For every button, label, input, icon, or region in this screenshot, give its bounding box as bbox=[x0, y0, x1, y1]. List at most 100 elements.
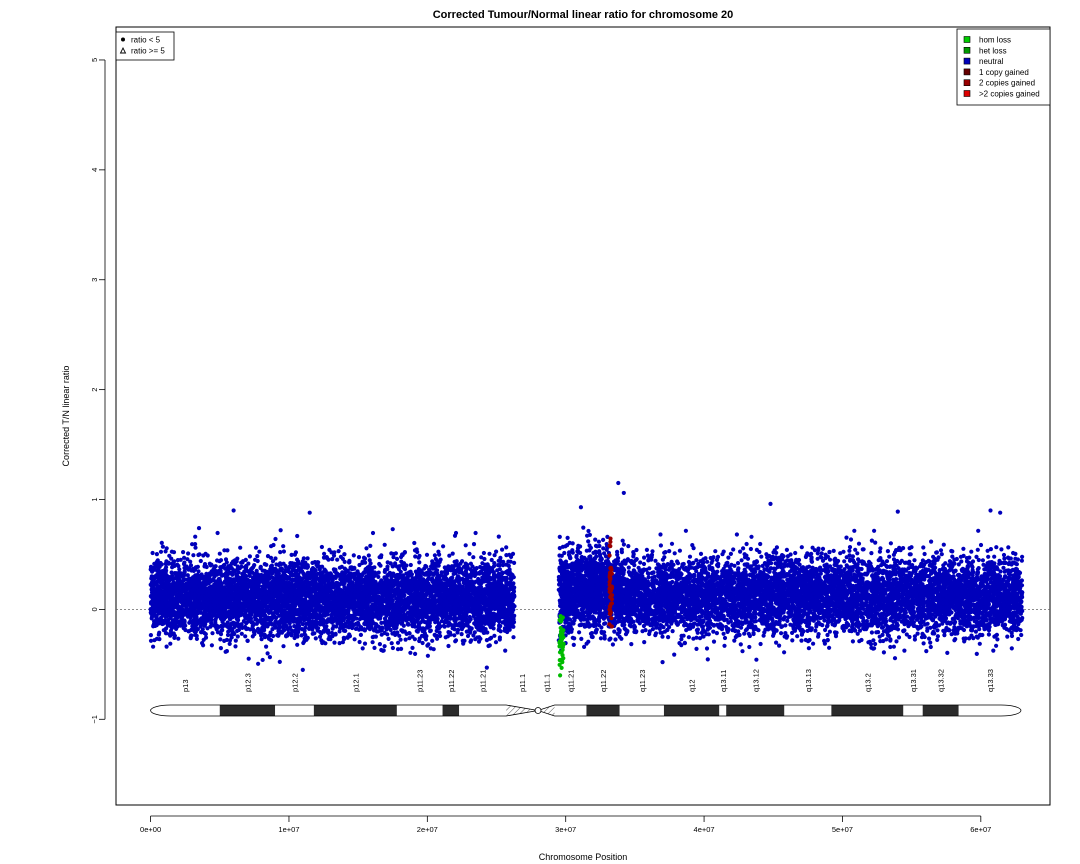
data-point bbox=[319, 544, 324, 550]
data-point bbox=[349, 565, 354, 570]
data-point bbox=[377, 642, 382, 647]
data-point bbox=[498, 555, 503, 561]
data-point bbox=[471, 542, 477, 547]
data-point bbox=[279, 566, 284, 571]
data-point bbox=[313, 636, 318, 641]
data-point bbox=[496, 627, 501, 632]
data-point bbox=[395, 640, 401, 645]
data-point bbox=[408, 562, 413, 568]
data-point bbox=[335, 557, 340, 562]
data-point bbox=[316, 560, 321, 565]
data-point bbox=[382, 569, 387, 575]
data-point bbox=[215, 530, 220, 536]
data-point bbox=[267, 633, 273, 638]
data-point bbox=[186, 551, 191, 556]
data-point bbox=[511, 560, 517, 566]
data-point bbox=[454, 559, 459, 564]
data-point bbox=[247, 554, 252, 559]
data-point bbox=[423, 563, 428, 569]
data-point bbox=[368, 543, 373, 549]
data-point bbox=[269, 621, 274, 627]
data-point bbox=[383, 619, 388, 624]
data-point bbox=[248, 627, 253, 632]
data-point bbox=[435, 568, 440, 573]
data-point bbox=[479, 555, 484, 560]
data-point bbox=[223, 557, 229, 562]
data-point bbox=[301, 556, 306, 561]
data-point bbox=[299, 633, 304, 638]
data-point bbox=[289, 552, 294, 558]
data-point bbox=[303, 633, 308, 638]
data-point bbox=[431, 541, 437, 546]
data-point bbox=[243, 634, 248, 639]
data-point bbox=[468, 639, 473, 644]
data-point bbox=[428, 628, 433, 633]
data-point bbox=[254, 568, 259, 574]
data-point bbox=[185, 573, 190, 578]
data-point bbox=[364, 546, 369, 551]
data-point bbox=[295, 631, 300, 636]
data-point bbox=[351, 553, 356, 558]
data-point bbox=[420, 640, 425, 646]
data-point bbox=[259, 637, 264, 642]
data-point bbox=[328, 571, 333, 576]
data-point bbox=[467, 551, 472, 556]
data-point bbox=[193, 534, 198, 539]
data-point bbox=[175, 558, 180, 563]
data-point bbox=[312, 631, 317, 636]
data-point bbox=[218, 637, 223, 642]
data-point bbox=[401, 562, 406, 567]
data-point bbox=[481, 550, 486, 556]
data-point bbox=[413, 554, 418, 559]
data-point bbox=[156, 562, 161, 567]
data-point bbox=[455, 630, 460, 635]
data-point bbox=[267, 655, 272, 660]
data-point bbox=[432, 553, 437, 558]
data-point bbox=[273, 556, 278, 561]
data-point bbox=[250, 634, 255, 639]
data-point bbox=[322, 551, 327, 556]
data-point bbox=[160, 544, 165, 549]
data-point bbox=[506, 563, 511, 569]
data-point bbox=[342, 552, 347, 557]
data-point bbox=[196, 609, 201, 614]
data-point bbox=[378, 563, 383, 568]
data-point bbox=[459, 632, 464, 637]
data-point bbox=[154, 552, 159, 557]
data-point bbox=[362, 641, 368, 646]
data-point bbox=[342, 608, 348, 613]
data-point bbox=[244, 564, 249, 570]
data-point bbox=[390, 645, 395, 651]
data-point bbox=[489, 568, 494, 573]
data-point bbox=[443, 635, 448, 640]
data-point bbox=[271, 542, 276, 548]
data-point bbox=[366, 553, 371, 558]
data-point bbox=[496, 563, 501, 568]
data-point bbox=[256, 661, 261, 666]
data-point bbox=[207, 561, 212, 566]
plot-frame bbox=[115, 26, 1051, 806]
data-point bbox=[278, 550, 283, 555]
data-point bbox=[171, 550, 177, 555]
data-point bbox=[204, 564, 209, 570]
data-point bbox=[403, 637, 408, 642]
data-point bbox=[386, 636, 391, 642]
data-point bbox=[412, 637, 417, 642]
data-point bbox=[446, 623, 451, 628]
data-point bbox=[408, 650, 413, 655]
data-point bbox=[301, 598, 306, 604]
data-point bbox=[430, 638, 435, 643]
data-point bbox=[398, 637, 403, 642]
data-point bbox=[337, 629, 342, 634]
data-point bbox=[327, 547, 332, 553]
data-point bbox=[392, 630, 397, 635]
data-point bbox=[264, 644, 269, 649]
data-point bbox=[510, 551, 516, 557]
data-point bbox=[182, 555, 187, 560]
data-point bbox=[188, 563, 194, 568]
data-points bbox=[148, 480, 1025, 678]
data-point bbox=[281, 644, 286, 649]
data-point bbox=[358, 632, 363, 638]
data-point bbox=[427, 624, 432, 629]
data-point bbox=[289, 587, 294, 593]
